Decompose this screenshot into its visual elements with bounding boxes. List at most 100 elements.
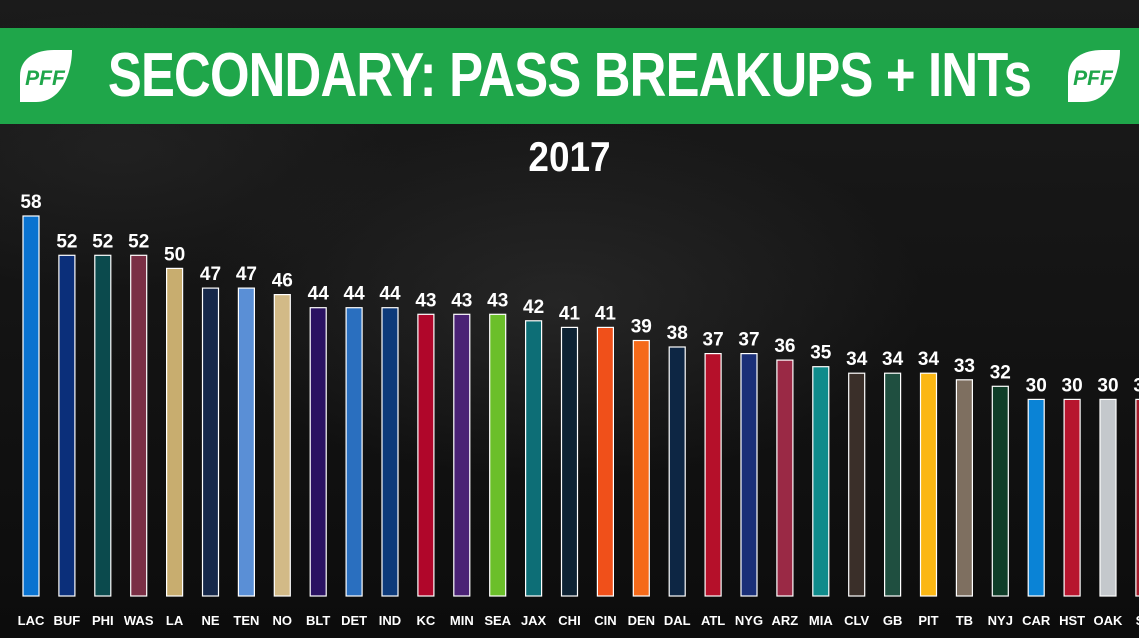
- pff-logo-left: PFF: [14, 46, 76, 106]
- value-label-min: 43: [451, 290, 472, 311]
- tick-label-den: DEN: [628, 613, 655, 628]
- bar-la: [166, 267, 184, 597]
- bar-car: [1027, 398, 1045, 597]
- chart-title: SECONDARY: PASS BREAKUPS + INTs: [107, 41, 1032, 110]
- bar-clv: [848, 372, 866, 597]
- value-label-ind: 44: [379, 284, 401, 305]
- value-label-tb: 33: [954, 356, 975, 377]
- value-label-hst: 30: [1062, 375, 1083, 396]
- value-label-nyg: 37: [738, 330, 759, 351]
- value-label-den: 39: [631, 317, 652, 338]
- value-label-ten: 47: [236, 264, 257, 285]
- bar-lac: [22, 215, 40, 597]
- tick-label-oak: OAK: [1094, 613, 1124, 628]
- tick-label-ne: NE: [201, 613, 219, 628]
- tick-label-mia: MIA: [809, 613, 833, 628]
- bar-cin: [596, 326, 615, 597]
- tick-label-min: MIN: [450, 613, 474, 628]
- value-label-mia: 35: [810, 343, 832, 364]
- bar-sea: [489, 313, 507, 597]
- value-label-sea: 43: [487, 290, 508, 311]
- bar-phi: [94, 254, 112, 597]
- bar-gb: [883, 372, 902, 597]
- bar-mia: [812, 366, 830, 597]
- value-label-det: 44: [344, 284, 366, 305]
- tick-label-no: NO: [273, 613, 293, 628]
- bar-ne: [201, 287, 220, 597]
- value-label-gb: 34: [882, 349, 904, 370]
- bar-arz: [776, 359, 794, 597]
- bar-den: [632, 339, 650, 597]
- bar-oak: [1099, 398, 1117, 597]
- value-label-jax: 42: [523, 297, 544, 318]
- value-label-blt: 44: [308, 284, 330, 305]
- value-label-sf: 30: [1133, 375, 1139, 396]
- value-label-atl: 37: [703, 330, 724, 351]
- bar-no: [273, 294, 291, 597]
- value-label-buf: 52: [56, 231, 77, 252]
- value-label-arz: 36: [774, 336, 795, 357]
- chart-subtitle: 2017: [528, 133, 611, 180]
- value-label-dal: 38: [667, 323, 688, 344]
- tick-label-pit: PIT: [918, 613, 938, 628]
- bar-was: [130, 254, 148, 597]
- bar-nyj: [991, 385, 1009, 597]
- tick-label-sf: SF: [1136, 613, 1139, 628]
- tick-label-buf: BUF: [54, 613, 81, 628]
- tick-label-atl: ATL: [701, 613, 725, 628]
- tick-label-nyg: NYG: [735, 613, 763, 628]
- value-label-pit: 34: [918, 349, 940, 370]
- tick-label-was: WAS: [124, 613, 154, 628]
- title-banner: PFF SECONDARY: PASS BREAKUPS + INTs PFF: [0, 28, 1139, 124]
- tick-label-det: DET: [341, 613, 367, 628]
- tick-label-clv: CLV: [844, 613, 869, 628]
- value-label-oak: 30: [1097, 375, 1118, 396]
- tick-label-jax: JAX: [521, 613, 547, 628]
- value-label-kc: 43: [415, 290, 436, 311]
- bar-tb: [955, 379, 974, 597]
- tick-label-la: LA: [166, 613, 184, 628]
- value-label-phi: 52: [92, 231, 113, 252]
- bar-jax: [524, 320, 543, 597]
- tick-label-blt: BLT: [306, 613, 330, 628]
- bar-hst: [1063, 398, 1081, 597]
- svg-text:PFF: PFF: [1073, 67, 1114, 90]
- tick-label-arz: ARZ: [772, 613, 799, 628]
- tick-label-hst: HST: [1059, 613, 1085, 628]
- value-label-chi: 41: [559, 303, 581, 324]
- tick-label-gb: GB: [883, 613, 903, 628]
- bar-det: [345, 307, 363, 597]
- bar-kc: [417, 313, 435, 597]
- value-label-nyj: 32: [990, 362, 1011, 383]
- value-label-ne: 47: [200, 264, 221, 285]
- bar-pit: [919, 372, 938, 597]
- tick-label-tb: TB: [956, 613, 973, 628]
- svg-text:PFF: PFF: [25, 67, 66, 90]
- bar-atl: [704, 353, 722, 597]
- tick-label-ten: TEN: [233, 613, 259, 628]
- tick-label-car: CAR: [1022, 613, 1051, 628]
- value-label-was: 52: [128, 231, 149, 252]
- bar-buf: [58, 254, 76, 597]
- bar-ind: [381, 307, 399, 597]
- bar-nyg: [740, 353, 758, 597]
- value-label-no: 46: [272, 271, 293, 292]
- value-label-cin: 41: [595, 303, 617, 324]
- bar-dal: [668, 346, 686, 597]
- pff-logo-right: PFF: [1062, 46, 1124, 106]
- bar-chi: [560, 326, 579, 597]
- value-label-car: 30: [1026, 375, 1047, 396]
- tick-label-phi: PHI: [92, 613, 114, 628]
- value-label-lac: 58: [20, 192, 41, 213]
- tick-label-chi: CHI: [558, 613, 580, 628]
- tick-label-sea: SEA: [484, 613, 511, 628]
- value-label-la: 50: [164, 244, 185, 265]
- tick-label-kc: KC: [417, 613, 436, 628]
- value-label-clv: 34: [846, 349, 868, 370]
- bar-blt: [309, 307, 327, 597]
- tick-label-dal: DAL: [664, 613, 691, 628]
- tick-label-cin: CIN: [594, 613, 616, 628]
- bar-min: [453, 313, 471, 597]
- bar-sf: [1135, 398, 1139, 597]
